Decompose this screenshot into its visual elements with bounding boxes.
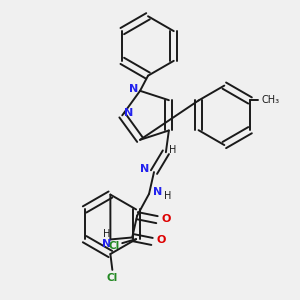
Text: N: N	[140, 164, 150, 174]
Text: O: O	[161, 214, 171, 224]
Text: Cl: Cl	[109, 241, 120, 251]
Text: CH₃: CH₃	[262, 95, 280, 106]
Text: N: N	[130, 84, 139, 94]
Text: N: N	[153, 187, 163, 197]
Text: H: H	[164, 191, 172, 201]
Text: H: H	[103, 230, 110, 239]
Text: Cl: Cl	[107, 273, 118, 283]
Text: N: N	[102, 239, 111, 249]
Text: N: N	[124, 108, 133, 118]
Text: O: O	[156, 236, 166, 245]
Text: H: H	[169, 145, 176, 155]
